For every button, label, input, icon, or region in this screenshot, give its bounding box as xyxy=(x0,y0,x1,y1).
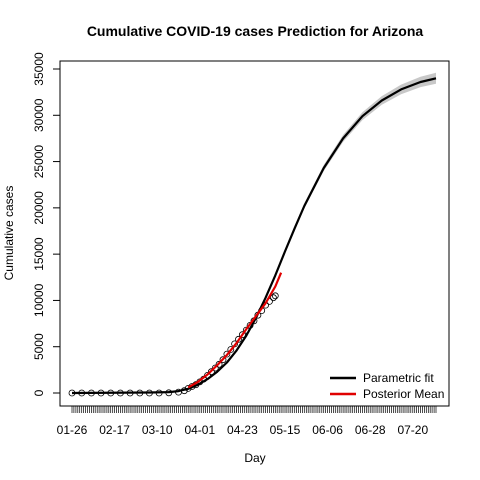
legend-label-parametric-fit: Parametric fit xyxy=(363,371,434,385)
observed-point xyxy=(215,360,223,368)
confidence-band xyxy=(72,72,436,393)
plot-frame xyxy=(59,60,450,407)
series-line-posterior-mean xyxy=(187,272,283,389)
y-tick-label: 10000 xyxy=(32,283,46,317)
series-lines xyxy=(71,77,437,395)
y-tick-label: 15000 xyxy=(32,237,46,271)
x-tick-label: 02-17 xyxy=(99,423,130,437)
observed-point xyxy=(207,368,215,376)
observed-point xyxy=(227,346,235,353)
observed-point xyxy=(269,294,277,302)
series-line-parametric-fit xyxy=(71,77,437,395)
x-tick-label: 04-01 xyxy=(184,423,215,437)
x-tick-label: 06-06 xyxy=(312,423,343,437)
legend: Parametric fit Posterior Mean xyxy=(330,371,444,401)
x-axis-label: Day xyxy=(244,451,265,465)
x-tick-label: 03-10 xyxy=(142,423,173,437)
observed-point xyxy=(211,364,219,372)
x-axis: 01-26 02-17 03-10 04-01 04-23 05-15 06-06 06-28… xyxy=(57,406,437,437)
observed-point xyxy=(235,335,242,343)
x-tick-label: 05-15 xyxy=(270,423,301,437)
y-tick-label: 0 xyxy=(32,389,46,396)
observed-point xyxy=(271,292,279,300)
observed-point xyxy=(238,331,246,339)
y-tick-label: 30000 xyxy=(32,98,46,132)
observed-points xyxy=(68,292,279,397)
x-tick-label: 06-28 xyxy=(355,423,386,437)
y-axis: 0 5000 10000 15000 20000 25000 30000 35000 xyxy=(32,52,60,396)
x-tick-label: 04-23 xyxy=(227,423,258,437)
chart-title: Cumulative COVID-19 cases Prediction for… xyxy=(87,23,424,39)
y-axis-label: Cumulative cases xyxy=(2,186,16,281)
y-tick-label: 35000 xyxy=(32,52,46,86)
y-tick-label: 25000 xyxy=(32,145,46,179)
x-tick-label: 01-26 xyxy=(57,423,88,437)
x-tick-label: 07-20 xyxy=(397,423,428,437)
legend-label-posterior-mean: Posterior Mean xyxy=(363,387,444,401)
observed-point xyxy=(223,350,231,358)
band-area xyxy=(72,72,436,393)
y-tick-label: 20000 xyxy=(32,191,46,225)
y-tick-label: 5000 xyxy=(32,333,46,360)
observed-point xyxy=(219,356,227,364)
